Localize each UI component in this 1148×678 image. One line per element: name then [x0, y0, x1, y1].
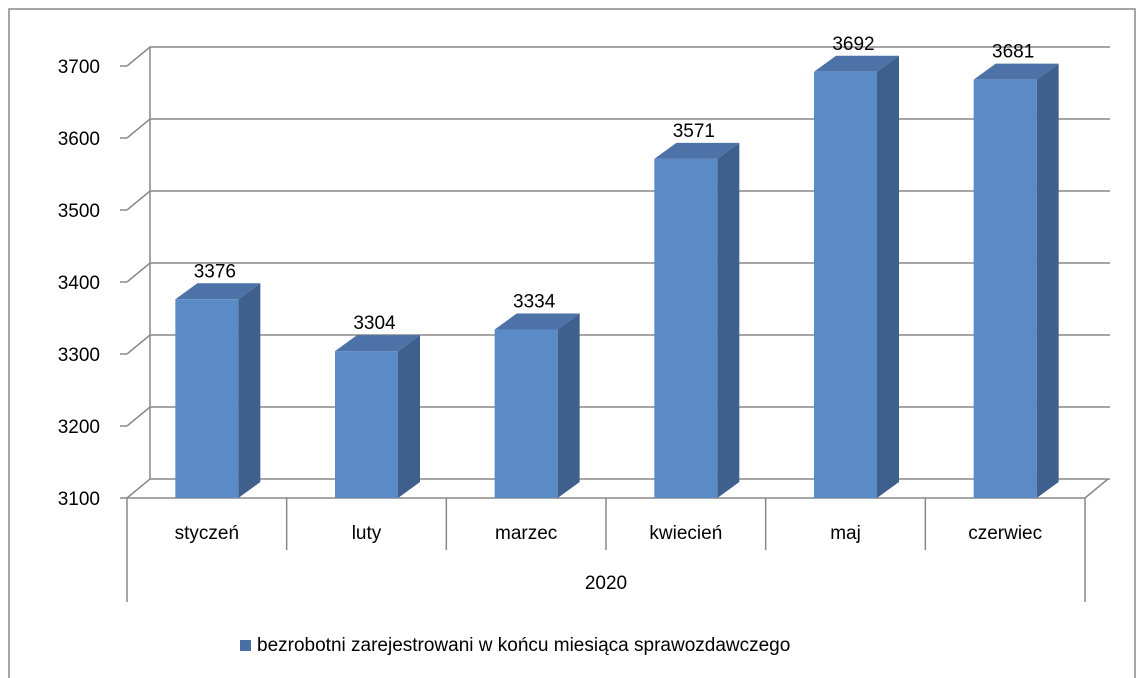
bar [494, 313, 580, 498]
x-tick-label: styczeń [175, 523, 239, 544]
bar-side [717, 142, 740, 498]
grid-line [126, 118, 1110, 139]
y-tick-label: 3500 [58, 201, 100, 222]
x-tick-label: luty [352, 523, 382, 544]
grid-line [126, 190, 1110, 211]
x-tick-label: maj [830, 523, 861, 544]
y-tick-label: 3700 [58, 57, 100, 78]
bar [814, 55, 899, 498]
bar-side [1036, 63, 1059, 499]
grid-line [126, 46, 1110, 67]
data-label: 3376 [194, 261, 236, 282]
y-tick-label: 3300 [58, 345, 100, 366]
y-tick-label: 3600 [58, 129, 100, 150]
bar [335, 335, 420, 498]
group-label: 2020 [585, 573, 627, 594]
x-tick-label: kwiecień [649, 523, 722, 544]
legend-swatch [240, 640, 251, 651]
bar-side [877, 55, 899, 498]
y-tick-label: 3400 [58, 273, 100, 294]
bar-side [398, 335, 420, 498]
bar-top [814, 55, 899, 72]
bar-front [973, 79, 1037, 499]
bar-side [557, 313, 580, 498]
y-tick-label: 3100 [58, 489, 100, 510]
floor [127, 478, 1109, 499]
chart-border [8, 8, 1136, 678]
legend-label: bezrobotni zarejestrowani w końcu miesią… [257, 635, 790, 656]
bar-top [973, 63, 1059, 80]
bar-side [238, 283, 261, 498]
bar-front [335, 351, 398, 498]
data-label: 3334 [513, 292, 556, 313]
bar-top [494, 313, 580, 330]
bar-front [814, 71, 877, 498]
bar [175, 283, 261, 498]
x-tick-label: marzec [495, 523, 557, 544]
bar-top [335, 335, 420, 352]
bar [654, 142, 740, 498]
y-tick-label: 3200 [58, 417, 100, 438]
grid-line [126, 406, 1110, 427]
data-label: 3681 [992, 42, 1034, 63]
x-tick-label: czerwiec [968, 523, 1042, 544]
bar-front [494, 329, 558, 498]
data-label: 3692 [832, 34, 874, 55]
bar [973, 63, 1059, 499]
bar-top [175, 283, 261, 300]
bar-front [654, 158, 718, 498]
grid-line [126, 478, 1110, 499]
grid-line [126, 262, 1110, 283]
grid-line [126, 334, 1110, 355]
data-label: 3304 [353, 313, 396, 334]
bar-front [175, 299, 239, 498]
bar-top [654, 142, 740, 159]
data-label: 3571 [673, 121, 715, 142]
